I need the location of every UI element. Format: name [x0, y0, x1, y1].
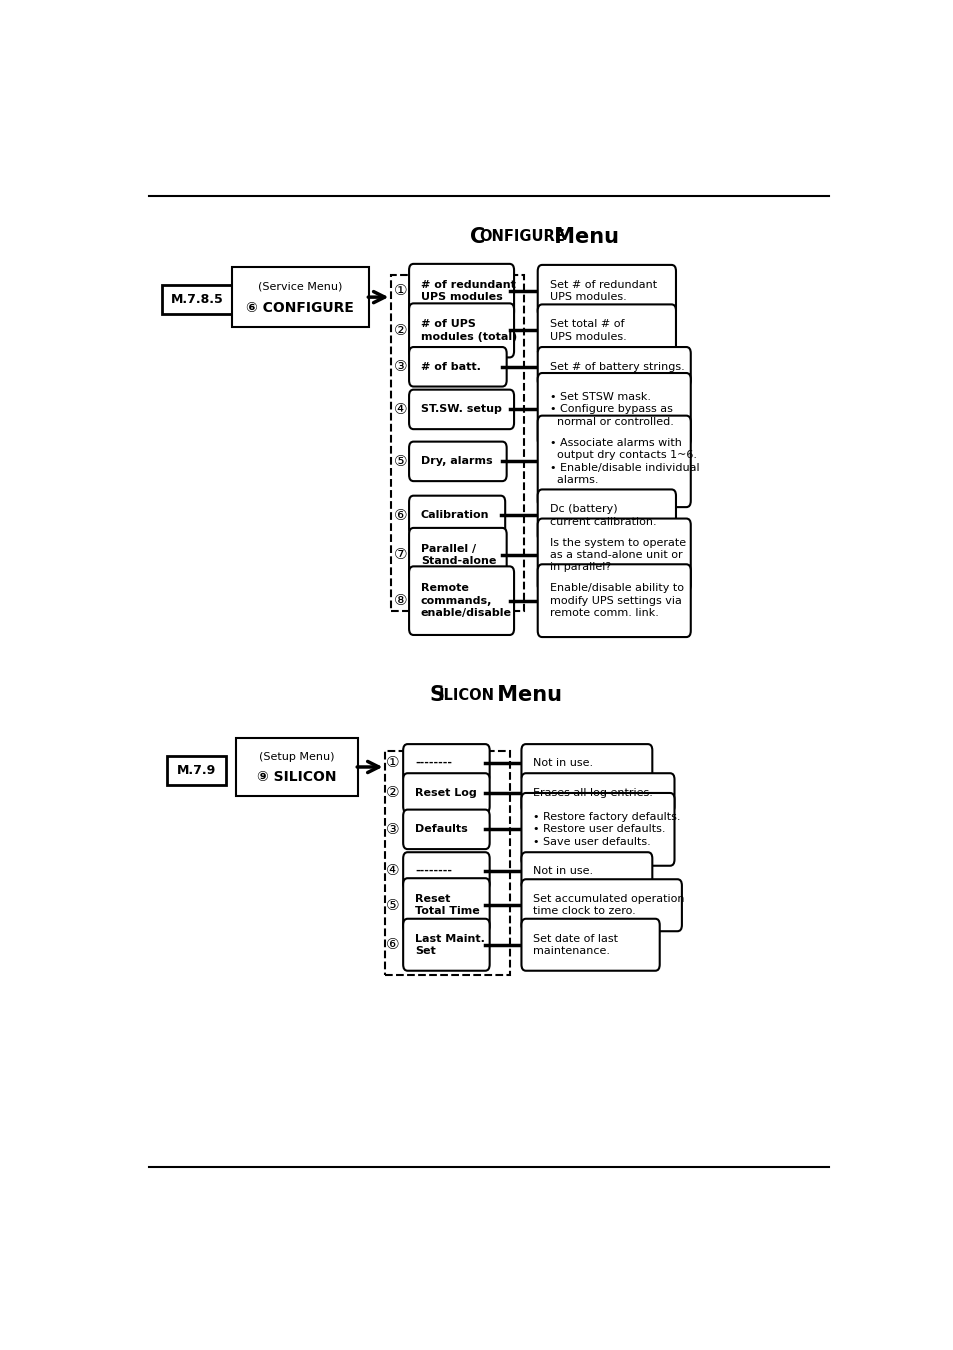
- Text: ILICON: ILICON: [438, 687, 495, 703]
- Bar: [167, 756, 226, 784]
- FancyBboxPatch shape: [409, 495, 505, 535]
- Text: # of redundant
UPS modules: # of redundant UPS modules: [420, 279, 516, 302]
- FancyBboxPatch shape: [521, 744, 652, 782]
- Text: Not in use.: Not in use.: [533, 757, 593, 768]
- Text: ONFIGURE: ONFIGURE: [478, 230, 564, 244]
- FancyBboxPatch shape: [521, 774, 674, 813]
- Text: # of batt.: # of batt.: [420, 362, 480, 371]
- Text: Set # of redundant
UPS modules.: Set # of redundant UPS modules.: [549, 279, 656, 302]
- FancyBboxPatch shape: [537, 347, 690, 386]
- Text: ④: ④: [393, 402, 407, 417]
- FancyBboxPatch shape: [409, 304, 514, 358]
- Text: M.7.9: M.7.9: [177, 764, 216, 776]
- Text: ⑦: ⑦: [393, 548, 407, 563]
- FancyBboxPatch shape: [521, 879, 681, 931]
- FancyBboxPatch shape: [403, 852, 489, 890]
- Text: ST.SW. setup: ST.SW. setup: [420, 405, 501, 414]
- Text: # of UPS
modules (total): # of UPS modules (total): [420, 319, 517, 342]
- Text: ⑤: ⑤: [393, 454, 407, 468]
- Text: Parallel /
Stand-alone: Parallel / Stand-alone: [420, 544, 496, 566]
- Text: ②: ②: [386, 786, 399, 801]
- FancyBboxPatch shape: [409, 263, 514, 319]
- FancyBboxPatch shape: [409, 347, 506, 386]
- Text: Calibration: Calibration: [420, 510, 489, 521]
- Text: ①: ①: [386, 756, 399, 771]
- Text: Erases all log entries.: Erases all log entries.: [533, 788, 653, 798]
- FancyBboxPatch shape: [403, 774, 489, 813]
- Bar: [391, 275, 524, 612]
- Text: ②: ②: [393, 323, 407, 338]
- Text: Menu: Menu: [546, 227, 618, 247]
- Text: (Setup Menu): (Setup Menu): [258, 752, 335, 761]
- Text: ③: ③: [386, 822, 399, 837]
- FancyBboxPatch shape: [537, 304, 676, 356]
- Text: (Service Menu): (Service Menu): [258, 282, 342, 292]
- Text: Not in use.: Not in use.: [533, 865, 593, 876]
- FancyBboxPatch shape: [403, 810, 489, 849]
- FancyBboxPatch shape: [537, 518, 690, 591]
- Text: --------: --------: [415, 865, 452, 876]
- Bar: [162, 285, 232, 313]
- Text: ③: ③: [393, 359, 407, 374]
- Text: ⑥ CONFIGURE: ⑥ CONFIGURE: [246, 301, 354, 315]
- Bar: [385, 752, 509, 975]
- FancyBboxPatch shape: [521, 792, 674, 865]
- FancyBboxPatch shape: [403, 879, 489, 933]
- Text: Reset Log: Reset Log: [415, 788, 476, 798]
- Text: ④: ④: [386, 864, 399, 879]
- Text: ⑧: ⑧: [393, 593, 407, 608]
- Text: Dry, alarms: Dry, alarms: [420, 456, 492, 466]
- FancyBboxPatch shape: [537, 416, 690, 508]
- Text: Set date of last
maintenance.: Set date of last maintenance.: [533, 934, 618, 956]
- Text: Menu: Menu: [490, 686, 562, 705]
- Text: • Set STSW mask.
• Configure bypass as
  normal or controlled.: • Set STSW mask. • Configure bypass as n…: [549, 392, 673, 427]
- Text: M.7.8.5: M.7.8.5: [171, 293, 223, 305]
- Text: Dc (battery)
current calibration.: Dc (battery) current calibration.: [549, 505, 656, 526]
- Text: • Restore factory defaults.
• Restore user defaults.
• Save user defaults.: • Restore factory defaults. • Restore us…: [533, 811, 680, 846]
- FancyBboxPatch shape: [521, 852, 652, 890]
- FancyBboxPatch shape: [409, 441, 506, 481]
- FancyBboxPatch shape: [537, 265, 676, 317]
- Text: ⑤: ⑤: [386, 898, 399, 913]
- FancyBboxPatch shape: [409, 528, 506, 582]
- Text: Defaults: Defaults: [415, 825, 467, 834]
- Text: Is the system to operate
as a stand-alone unit or
in parallel?: Is the system to operate as a stand-alon…: [549, 537, 685, 572]
- FancyBboxPatch shape: [537, 373, 690, 446]
- Text: • Associate alarms with
  output dry contacts 1~6.
• Enable/disable individual
 : • Associate alarms with output dry conta…: [549, 437, 699, 485]
- Text: S: S: [429, 686, 444, 705]
- FancyBboxPatch shape: [537, 490, 676, 541]
- Text: Set accumulated operation
time clock to zero.: Set accumulated operation time clock to …: [533, 894, 684, 917]
- Text: ⑥: ⑥: [386, 937, 399, 952]
- FancyBboxPatch shape: [521, 919, 659, 971]
- Text: ①: ①: [393, 284, 407, 298]
- Text: --------: --------: [415, 757, 452, 768]
- FancyBboxPatch shape: [537, 564, 690, 637]
- FancyBboxPatch shape: [232, 267, 369, 327]
- FancyBboxPatch shape: [403, 919, 489, 971]
- Text: Reset
Total Time: Reset Total Time: [415, 894, 479, 917]
- Text: ⑨ SILICON: ⑨ SILICON: [256, 771, 336, 784]
- FancyBboxPatch shape: [403, 744, 489, 782]
- Text: Set total # of
UPS modules.: Set total # of UPS modules.: [549, 319, 626, 342]
- FancyBboxPatch shape: [235, 738, 357, 796]
- Text: Set # of battery strings.: Set # of battery strings.: [549, 362, 683, 371]
- FancyBboxPatch shape: [409, 567, 514, 634]
- FancyBboxPatch shape: [409, 390, 514, 429]
- Text: Last Maint.
Set: Last Maint. Set: [415, 934, 484, 956]
- Text: C: C: [470, 227, 485, 247]
- Text: ⑥: ⑥: [393, 508, 407, 522]
- Text: Remote
commands,
enable/disable: Remote commands, enable/disable: [420, 583, 512, 618]
- Text: Enable/disable ability to
modify UPS settings via
remote comm. link.: Enable/disable ability to modify UPS set…: [549, 583, 683, 618]
